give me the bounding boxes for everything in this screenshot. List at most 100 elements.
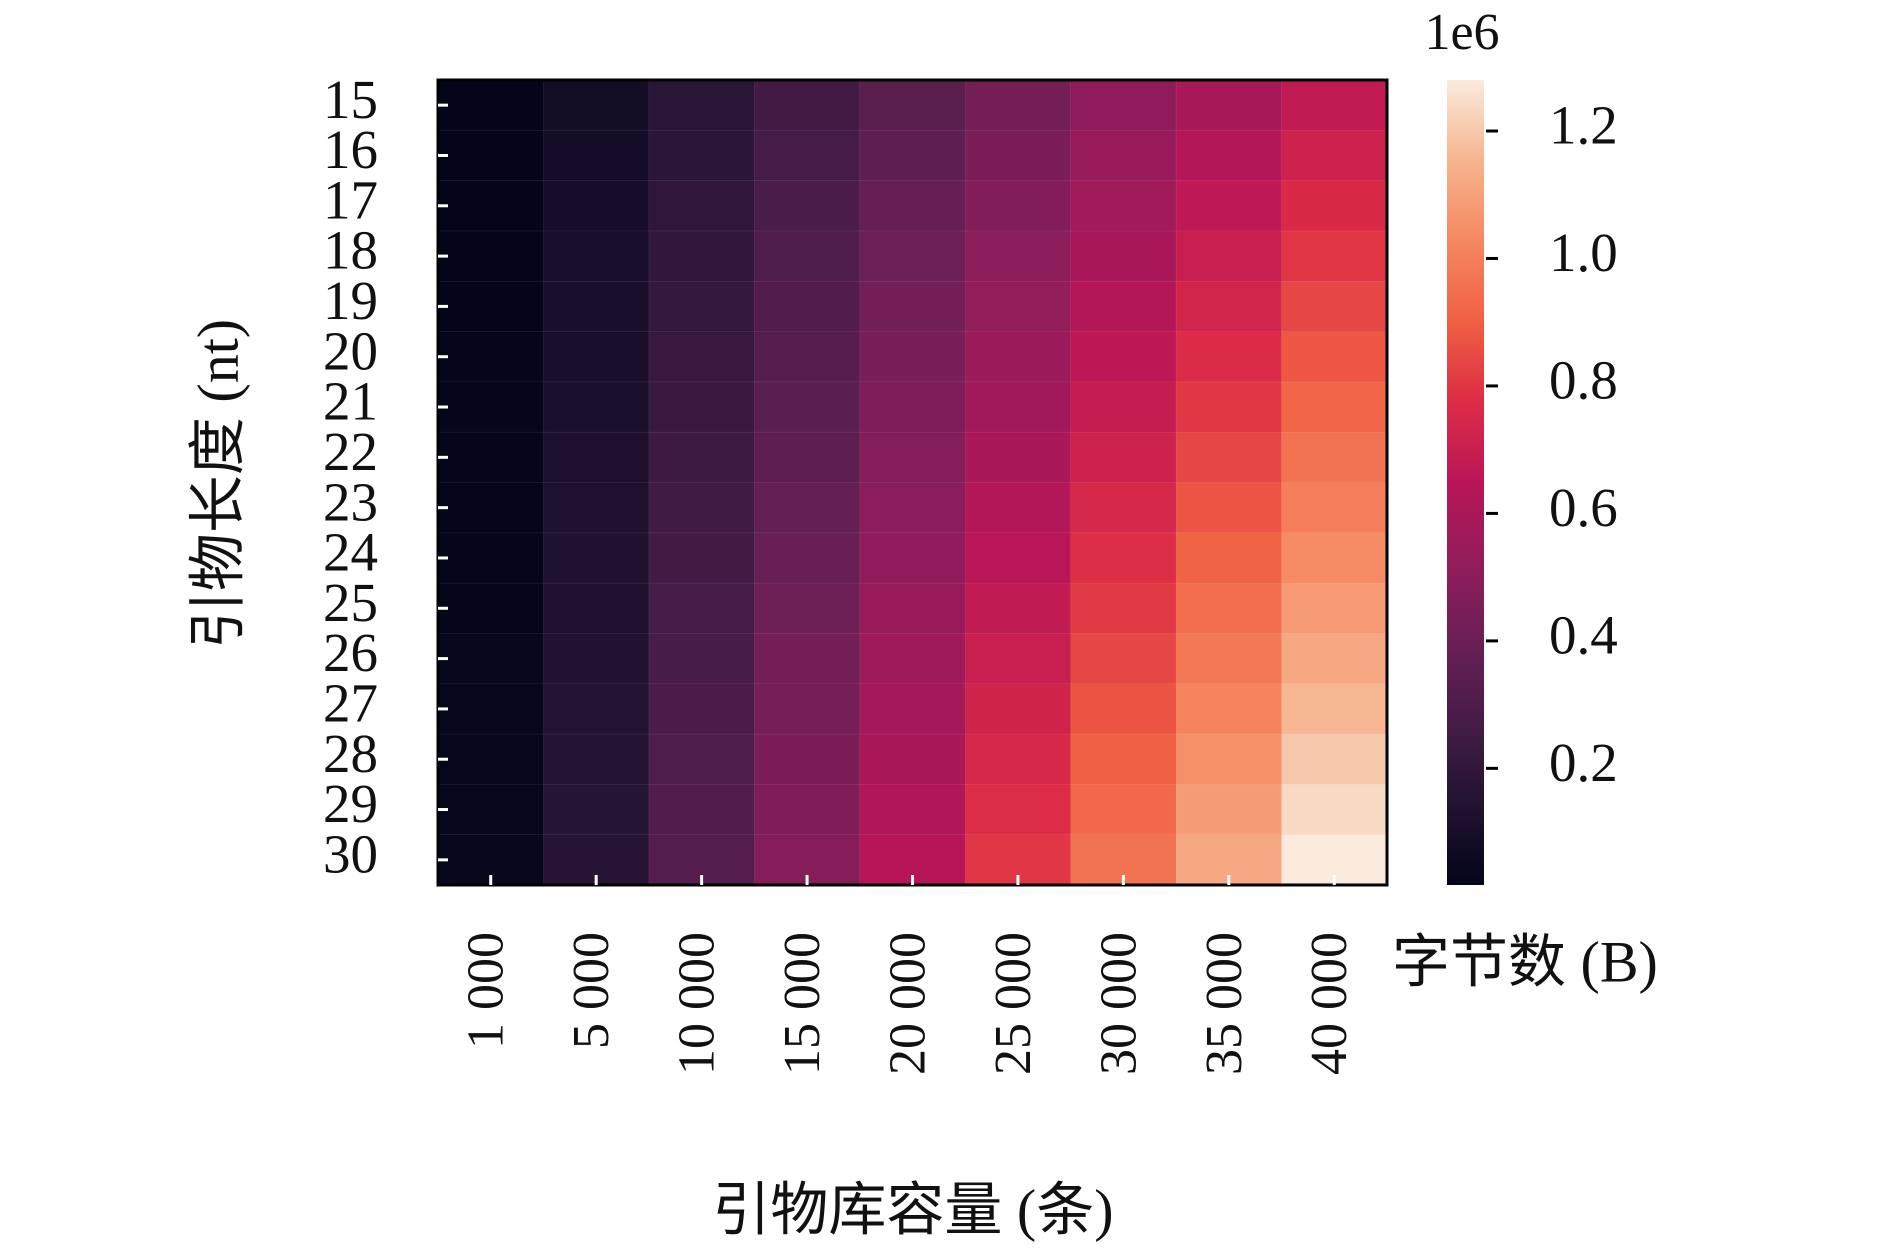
- heatmap-cell: [648, 280, 756, 333]
- heatmap-cell: [964, 733, 1072, 786]
- y-tick-label: 17: [323, 169, 378, 230]
- heatmap-cell: [1281, 582, 1388, 635]
- heatmap-cell: [543, 431, 650, 484]
- heatmap-cell: [437, 633, 545, 685]
- heatmap-cell: [1175, 532, 1283, 584]
- heatmap-cell: [543, 230, 650, 283]
- heatmap-cell: [543, 633, 650, 685]
- heatmap-cell: [648, 79, 756, 132]
- heatmap-cell: [859, 230, 967, 283]
- colorbar-tick-label: 0.4: [1549, 605, 1618, 666]
- x-tick-label: 10 000: [669, 932, 726, 1075]
- heatmap-cell: [859, 280, 967, 333]
- heatmap-cell: [1175, 431, 1283, 484]
- heatmap-cell: [1175, 180, 1283, 232]
- heatmap-cell: [437, 532, 545, 584]
- heatmap-cell: [859, 381, 967, 433]
- heatmap-cell: [437, 79, 545, 132]
- heatmap-cell: [1281, 230, 1388, 283]
- heatmap-cell: [648, 431, 756, 484]
- heatmap-cell: [543, 180, 650, 232]
- y-tick-label: 16: [323, 119, 378, 180]
- heatmap-cell: [1281, 431, 1388, 484]
- x-axis-label: 引物库容量 (条): [712, 1177, 1113, 1242]
- heatmap-cell: [437, 582, 545, 635]
- heatmap-cell: [1070, 180, 1177, 232]
- heatmap-cell: [754, 532, 861, 584]
- colorbar-tick-label: 1.0: [1549, 222, 1618, 283]
- heatmap-cell: [543, 130, 650, 182]
- x-tick-label: 5 000: [563, 932, 620, 1049]
- heatmap-cell: [964, 633, 1072, 685]
- y-tick-label: 20: [323, 320, 378, 381]
- heatmap-cell: [1070, 130, 1177, 182]
- y-tick-label: 23: [323, 471, 378, 532]
- heatmap-cell: [543, 79, 650, 132]
- heatmap-cell: [1175, 331, 1283, 383]
- heatmap-cell: [859, 683, 967, 735]
- heatmap-cell: [1281, 331, 1388, 383]
- heatmap-cell: [1070, 482, 1177, 534]
- heatmap-cell: [1281, 633, 1388, 685]
- heatmap-cell: [648, 381, 756, 433]
- heatmap-cell: [437, 180, 545, 232]
- heatmap-cell: [859, 784, 967, 836]
- heatmap-cell: [1070, 381, 1177, 433]
- heatmap-cell: [1281, 784, 1388, 836]
- heatmap-cell: [437, 784, 545, 836]
- heatmap-cell: [1175, 230, 1283, 283]
- heatmap-cell: [648, 331, 756, 383]
- heatmap-cell: [1070, 683, 1177, 735]
- heatmap-cell: [648, 633, 756, 685]
- heatmap-cell: [754, 230, 861, 283]
- heatmap-cell: [648, 130, 756, 182]
- heatmap-cell: [648, 482, 756, 534]
- x-tick-label: 1 000: [458, 932, 515, 1049]
- y-tick-label: 24: [323, 522, 378, 583]
- colorbar: [1447, 80, 1484, 885]
- y-axis-label: 引物长度 (nt): [185, 319, 250, 649]
- heatmap-cell: [859, 130, 967, 182]
- heatmap-cell: [543, 280, 650, 333]
- x-tick-label: 40 000: [1301, 932, 1358, 1075]
- heatmap-cell: [437, 482, 545, 534]
- heatmap-cell: [964, 784, 1072, 836]
- heatmap-cell: [648, 180, 756, 232]
- heatmap-cell: [1281, 381, 1388, 433]
- heatmap-cell: [964, 532, 1072, 584]
- heatmap-cell: [543, 532, 650, 584]
- heatmap-cell: [859, 431, 967, 484]
- heatmap-cell: [1070, 79, 1177, 132]
- heatmap-cell: [543, 331, 650, 383]
- heatmap-cell: [964, 582, 1072, 635]
- heatmap-cell: [1281, 482, 1388, 534]
- y-tick-label: 22: [323, 421, 378, 482]
- colorbar-tick-label: 0.8: [1549, 350, 1618, 411]
- x-tick-label: 15 000: [774, 932, 831, 1075]
- heatmap-cell: [1070, 280, 1177, 333]
- heatmap-cell: [754, 180, 861, 232]
- heatmap-cell: [437, 130, 545, 182]
- heatmap-cell: [648, 582, 756, 635]
- heatmap-cell: [964, 331, 1072, 383]
- heatmap-cell: [543, 733, 650, 786]
- heatmap-cell: [648, 733, 756, 786]
- heatmap-cell: [964, 482, 1072, 534]
- heatmap-cell: [1175, 381, 1283, 433]
- heatmap-cell: [1175, 733, 1283, 786]
- heatmap-cell: [1281, 280, 1388, 333]
- heatmap-cell: [1281, 79, 1388, 132]
- heatmap-cell: [859, 532, 967, 584]
- y-tick-label: 19: [323, 270, 378, 331]
- heatmap-cell: [1070, 633, 1177, 685]
- heatmap-cell: [648, 784, 756, 836]
- colorbar-label: 字节数 (B): [1392, 929, 1658, 994]
- heatmap-cell: [648, 532, 756, 584]
- heatmap-cell: [543, 582, 650, 635]
- heatmap-cell: [964, 130, 1072, 182]
- heatmap-cell: [437, 280, 545, 333]
- heatmap-cell: [964, 79, 1072, 132]
- heatmap-cell: [859, 482, 967, 534]
- heatmap-cell: [1281, 180, 1388, 232]
